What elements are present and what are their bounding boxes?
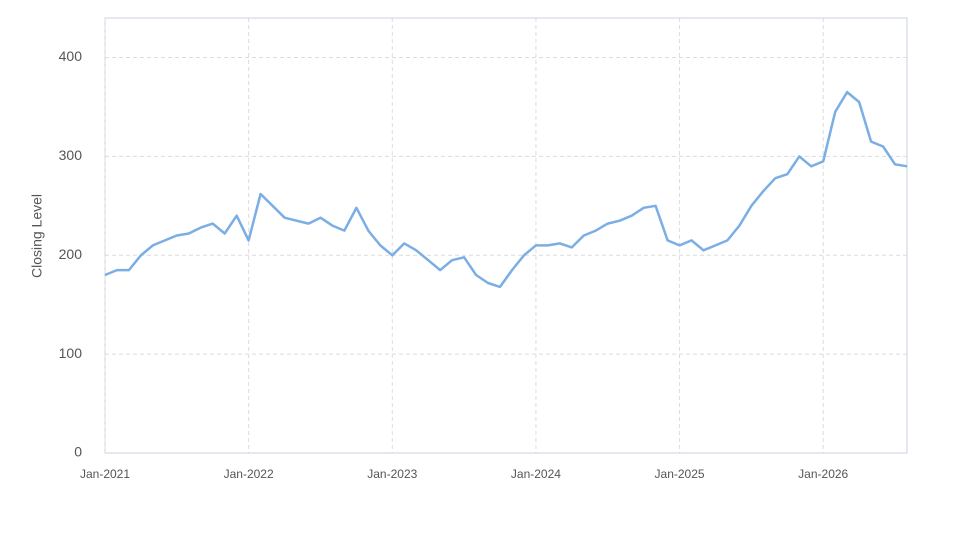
y-tick-label: 0	[74, 444, 82, 460]
x-tick-label: Jan-2023	[367, 467, 417, 481]
x-tick-label: Jan-2024	[511, 467, 561, 481]
x-tick-label: Jan-2021	[80, 467, 130, 481]
series-line	[104, 90, 908, 289]
y-tick-label: 400	[59, 48, 83, 64]
plot-frame	[104, 17, 908, 454]
x-tick-label: Jan-2026	[798, 467, 848, 481]
x-tick-label: Jan-2022	[224, 467, 274, 481]
y-tick-label: 100	[59, 345, 83, 361]
y-axis-label: Closing Level	[29, 194, 45, 278]
x-tick-label: Jan-2025	[655, 467, 705, 481]
y-tick-label: 300	[59, 147, 83, 163]
y-tick-label: 200	[59, 246, 83, 262]
